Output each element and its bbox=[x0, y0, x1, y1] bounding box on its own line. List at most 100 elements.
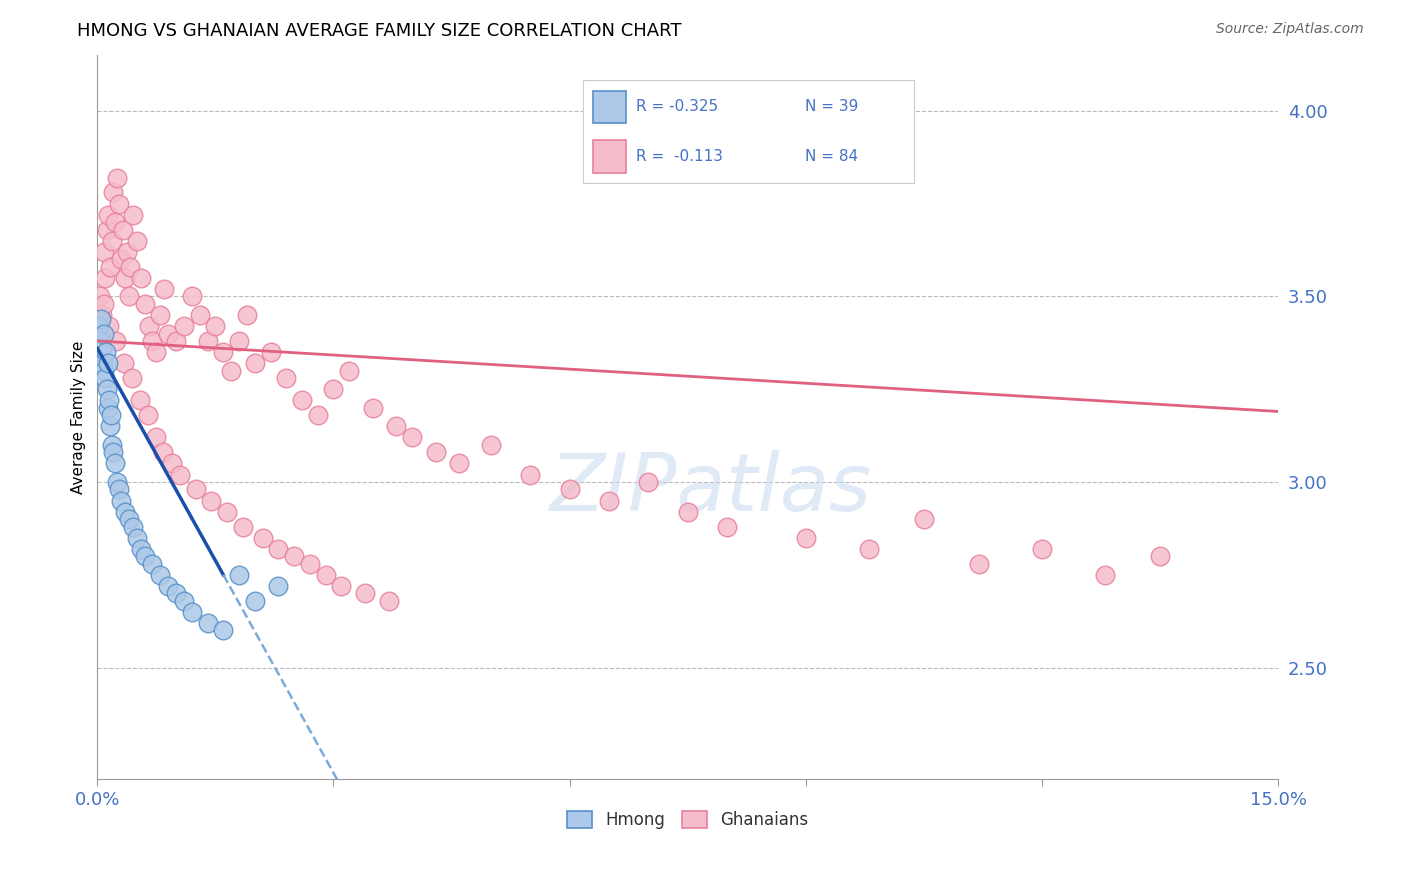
Point bbox=[160, 457, 183, 471]
Point bbox=[425, 445, 447, 459]
Point bbox=[149, 308, 172, 322]
Text: ZIPatlas: ZIPatlas bbox=[550, 450, 872, 528]
Point bbox=[114, 270, 136, 285]
Point bbox=[283, 549, 305, 564]
Point bbox=[228, 334, 250, 348]
Point bbox=[276, 371, 298, 385]
Point bbox=[1031, 541, 1053, 556]
Point bbox=[98, 319, 121, 334]
Point bbox=[104, 457, 127, 471]
Point bbox=[96, 382, 118, 396]
Point bbox=[98, 393, 121, 408]
Point bbox=[232, 519, 254, 533]
Point bbox=[118, 512, 141, 526]
Point bbox=[129, 541, 152, 556]
Bar bbox=[593, 91, 627, 123]
Point bbox=[110, 252, 132, 267]
Text: N = 39: N = 39 bbox=[804, 99, 858, 114]
Point bbox=[1149, 549, 1171, 564]
Point bbox=[519, 467, 541, 482]
Text: HMONG VS GHANAIAN AVERAGE FAMILY SIZE CORRELATION CHART: HMONG VS GHANAIAN AVERAGE FAMILY SIZE CO… bbox=[77, 22, 682, 40]
Point bbox=[136, 408, 159, 422]
Point bbox=[212, 345, 235, 359]
Text: R =  -0.113: R = -0.113 bbox=[637, 149, 723, 164]
Point bbox=[111, 222, 134, 236]
Point bbox=[173, 319, 195, 334]
Point bbox=[98, 260, 121, 274]
Point bbox=[307, 408, 329, 422]
Point bbox=[204, 319, 226, 334]
Point bbox=[180, 289, 202, 303]
Point bbox=[121, 519, 143, 533]
Point bbox=[637, 475, 659, 489]
Point bbox=[267, 541, 290, 556]
Point bbox=[94, 345, 117, 359]
Point bbox=[105, 170, 128, 185]
Y-axis label: Average Family Size: Average Family Size bbox=[72, 341, 86, 493]
Point bbox=[157, 579, 180, 593]
Text: R = -0.325: R = -0.325 bbox=[637, 99, 718, 114]
Point bbox=[322, 382, 344, 396]
Point bbox=[104, 215, 127, 229]
Point bbox=[377, 593, 399, 607]
Point bbox=[91, 308, 114, 322]
Point bbox=[89, 345, 111, 359]
Point bbox=[180, 605, 202, 619]
Point bbox=[114, 505, 136, 519]
Point bbox=[152, 445, 174, 459]
Point bbox=[676, 505, 699, 519]
Point bbox=[252, 531, 274, 545]
Point bbox=[89, 334, 111, 348]
Point bbox=[117, 244, 139, 259]
Point bbox=[97, 356, 120, 370]
Point bbox=[169, 467, 191, 482]
Point bbox=[100, 438, 122, 452]
Point bbox=[134, 297, 156, 311]
Point bbox=[96, 222, 118, 236]
Point bbox=[100, 408, 122, 422]
Point bbox=[401, 430, 423, 444]
Point bbox=[145, 345, 167, 359]
Point bbox=[138, 319, 160, 334]
Point bbox=[93, 297, 115, 311]
Point bbox=[315, 567, 337, 582]
Point bbox=[141, 557, 163, 571]
Point bbox=[354, 586, 377, 600]
Point bbox=[858, 541, 880, 556]
Point bbox=[259, 345, 281, 359]
Point bbox=[1094, 567, 1116, 582]
Point bbox=[90, 311, 112, 326]
Point bbox=[101, 445, 124, 459]
Legend: Hmong, Ghanaians: Hmong, Ghanaians bbox=[561, 805, 815, 836]
Point bbox=[98, 419, 121, 434]
Point bbox=[93, 326, 115, 341]
Point bbox=[219, 364, 242, 378]
Point bbox=[97, 401, 120, 415]
Point bbox=[112, 356, 135, 370]
Point bbox=[337, 364, 360, 378]
Point bbox=[153, 282, 176, 296]
Point bbox=[141, 334, 163, 348]
Point bbox=[361, 401, 384, 415]
Point bbox=[291, 393, 314, 408]
Point bbox=[188, 308, 211, 322]
Point bbox=[794, 531, 817, 545]
Point bbox=[121, 208, 143, 222]
Point bbox=[91, 356, 114, 370]
Point bbox=[479, 438, 502, 452]
Point bbox=[145, 430, 167, 444]
Point bbox=[93, 244, 115, 259]
Point bbox=[236, 308, 259, 322]
Point bbox=[200, 493, 222, 508]
Point bbox=[105, 475, 128, 489]
Point bbox=[87, 319, 110, 334]
Point bbox=[94, 371, 117, 385]
Point bbox=[330, 579, 353, 593]
Point bbox=[212, 624, 235, 638]
Point bbox=[197, 334, 219, 348]
Point bbox=[243, 593, 266, 607]
Point bbox=[184, 483, 207, 497]
Point bbox=[298, 557, 321, 571]
Point bbox=[598, 493, 620, 508]
Point bbox=[105, 334, 128, 348]
